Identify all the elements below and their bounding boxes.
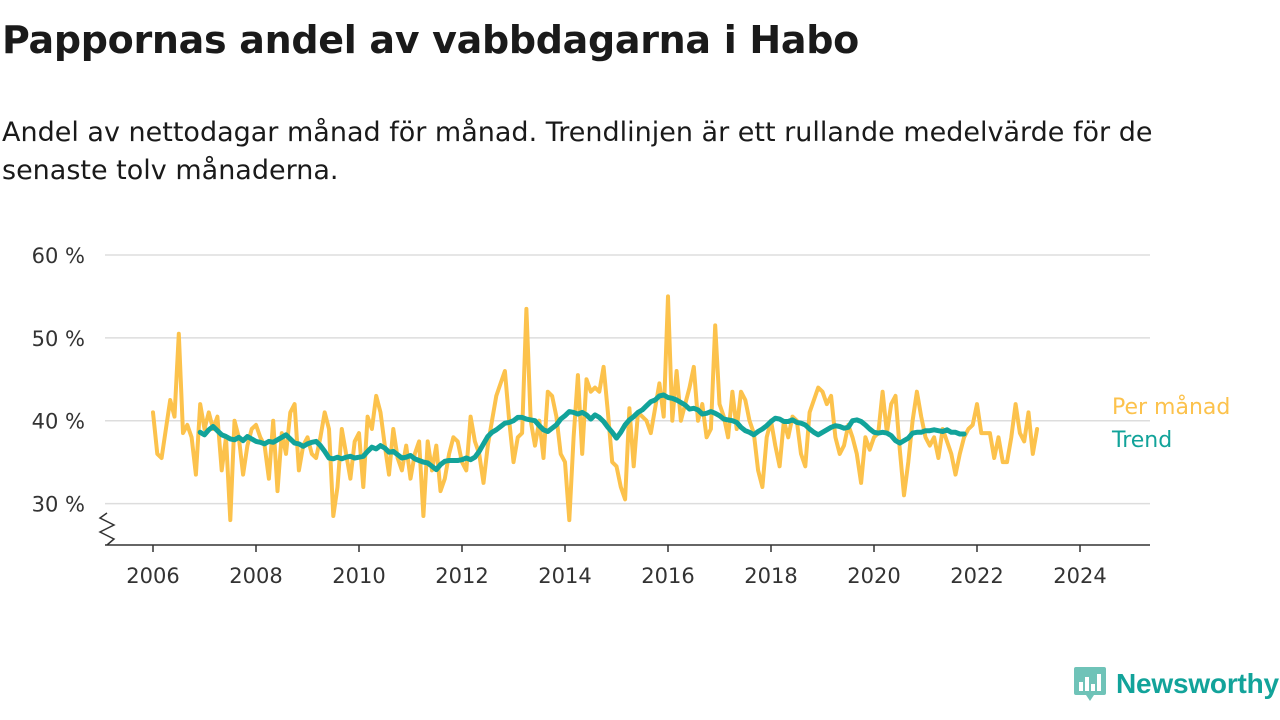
series-line-per-manad: [151, 294, 1040, 523]
brand-name: Newsworthy: [1116, 668, 1279, 699]
y-axis-tick-labels: 30 % 40 % 50 % 60 %: [32, 244, 85, 517]
series-lines: [151, 294, 1040, 523]
bar-chart-logo-icon: [1074, 667, 1106, 701]
chart-title: Pappornas andel av vabbdagarna i Habo: [2, 18, 859, 62]
y-tick-label: 50 %: [32, 327, 85, 351]
y-tick-label: 40 %: [32, 410, 85, 434]
newsworthy-logo[interactable]: Newsworthy: [1072, 664, 1279, 704]
x-axis: [98, 512, 1150, 552]
x-tick-label: 2022: [950, 564, 1003, 588]
series-line-trend: [197, 392, 967, 473]
x-tick-label: 2018: [744, 564, 797, 588]
x-tick-label: 2008: [229, 564, 282, 588]
x-tick-label: 2016: [641, 564, 694, 588]
x-tick-label: 2020: [847, 564, 900, 588]
x-tick-label: 2024: [1053, 564, 1106, 588]
x-axis-tick-labels: 2006 2008 2010 2012 2014 2016 2018 2020 2022 2024: [126, 564, 1106, 588]
legend-label-trend: Trend: [1111, 428, 1172, 453]
gridlines: [105, 254, 1150, 505]
axis-break-icon: [98, 512, 116, 546]
y-tick-label: 60 %: [32, 244, 85, 268]
series-labels: Per månad Trend: [1111, 394, 1230, 453]
x-tick-label: 2014: [538, 564, 591, 588]
y-tick-label: 30 %: [32, 493, 85, 517]
x-tick-label: 2010: [332, 564, 385, 588]
x-tick-label: 2012: [435, 564, 488, 588]
x-tick-label: 2006: [126, 564, 179, 588]
chart-subtitle: Andel av nettodagar månad för månad. Tre…: [2, 117, 1153, 186]
legend-label-per-manad: Per månad: [1112, 394, 1230, 420]
